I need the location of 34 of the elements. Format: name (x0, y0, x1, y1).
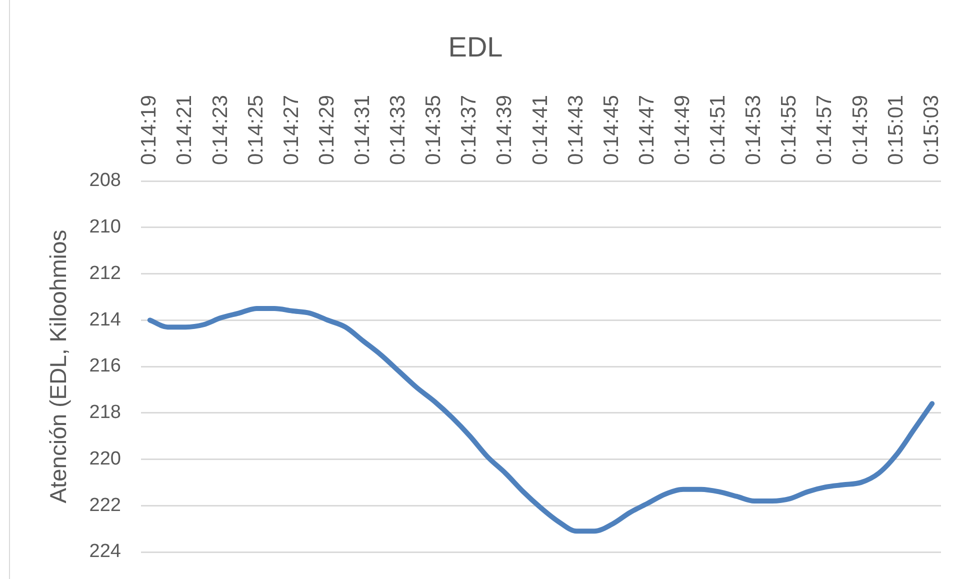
y-tick-label: 214 (89, 309, 122, 330)
x-tick-label: 0:14:47 (635, 94, 658, 165)
x-tick-label: 0:15:03 (920, 94, 943, 165)
x-tick-label: 0:14:41 (528, 94, 552, 165)
y-tick-label: 220 (89, 448, 121, 470)
chart-title: EDL (448, 32, 503, 63)
x-tick-label: 0:14:55 (778, 94, 801, 165)
x-tick-label: 0:14:37 (458, 94, 481, 165)
x-tick-label: 0:14:25 (244, 94, 268, 165)
y-tick-label: 222 (89, 494, 121, 516)
x-tick-label: 0:14:27 (280, 94, 303, 165)
y-tick-label: 216 (89, 356, 121, 377)
x-tick-label: 0:14:51 (706, 94, 730, 165)
x-tick-label: 0:14:39 (493, 94, 516, 165)
y-tick-label: 208 (89, 170, 121, 192)
x-tick-label: 0:14:57 (813, 94, 836, 165)
y-tick-label: 218 (89, 402, 121, 424)
y-tick-label: 210 (89, 216, 121, 238)
x-tick-label: 0:14:35 (422, 94, 446, 165)
y-axis-title: Atención (EDL, Kiloohmios (45, 230, 72, 504)
x-tick-label: 0:14:29 (315, 94, 338, 165)
y-tick-label: 212 (89, 262, 121, 284)
x-tick-label: 0:14:49 (671, 94, 694, 165)
x-tick-label: 0:14:21 (173, 94, 196, 165)
x-tick-label: 0:15:01 (884, 94, 908, 165)
y-tick-label: 224 (89, 541, 122, 562)
x-tick-label: 0:14:19 (138, 94, 161, 165)
x-tick-label: 0:14:23 (208, 94, 232, 165)
x-tick-label: 0:14:33 (386, 94, 410, 165)
x-tick-label: 0:14:31 (351, 94, 374, 165)
x-tick-label: 0:14:43 (564, 94, 588, 165)
x-tick-label: 0:14:53 (742, 94, 766, 165)
x-tick-label: 0:14:45 (600, 94, 623, 165)
x-tick-label: 0:14:59 (848, 94, 872, 165)
